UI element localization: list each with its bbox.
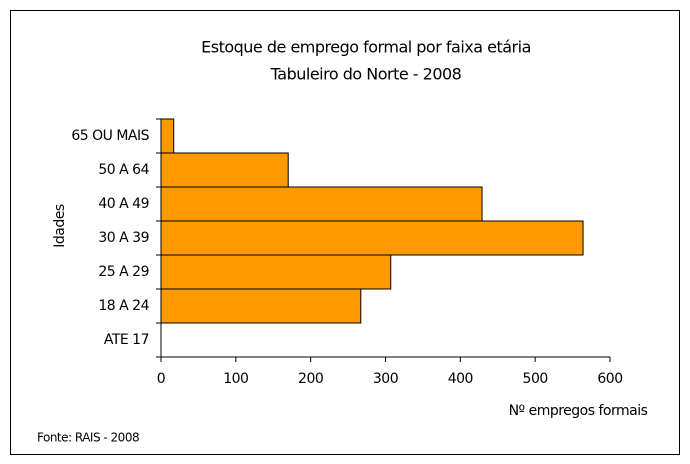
x-tick-label: 300 <box>373 371 398 387</box>
y-tick-label: 65 OU MAIS <box>71 128 149 144</box>
x-tick-label: 0 <box>157 371 165 387</box>
bar <box>160 220 584 256</box>
y-tick-label: ATE 17 <box>104 332 149 348</box>
bar <box>160 288 362 324</box>
y-axis-label: Idades <box>52 204 68 248</box>
x-axis-label: Nº empregos formais <box>509 403 648 419</box>
bar <box>160 186 483 222</box>
chart-subtitle: Tabuleiro do Norte - 2008 <box>270 65 462 84</box>
x-tick-label: 100 <box>223 371 248 387</box>
bar <box>160 118 175 154</box>
bar <box>160 254 392 290</box>
bar <box>160 152 289 188</box>
source-note: Fonte: RAIS - 2008 <box>37 431 139 445</box>
y-tick-label: 18 A 24 <box>98 298 149 314</box>
y-tick-label: 40 A 49 <box>98 196 149 212</box>
y-tick-label: 50 A 64 <box>98 162 149 178</box>
chart-title: Estoque de emprego formal por faixa etár… <box>201 38 531 57</box>
x-tick-label: 500 <box>523 371 548 387</box>
x-tick-label: 400 <box>448 371 473 387</box>
x-tick-label: 600 <box>597 371 622 387</box>
x-tick-label: 200 <box>298 371 323 387</box>
y-tick-label: 30 A 39 <box>98 230 149 246</box>
y-tick-label: 25 A 29 <box>98 264 149 280</box>
